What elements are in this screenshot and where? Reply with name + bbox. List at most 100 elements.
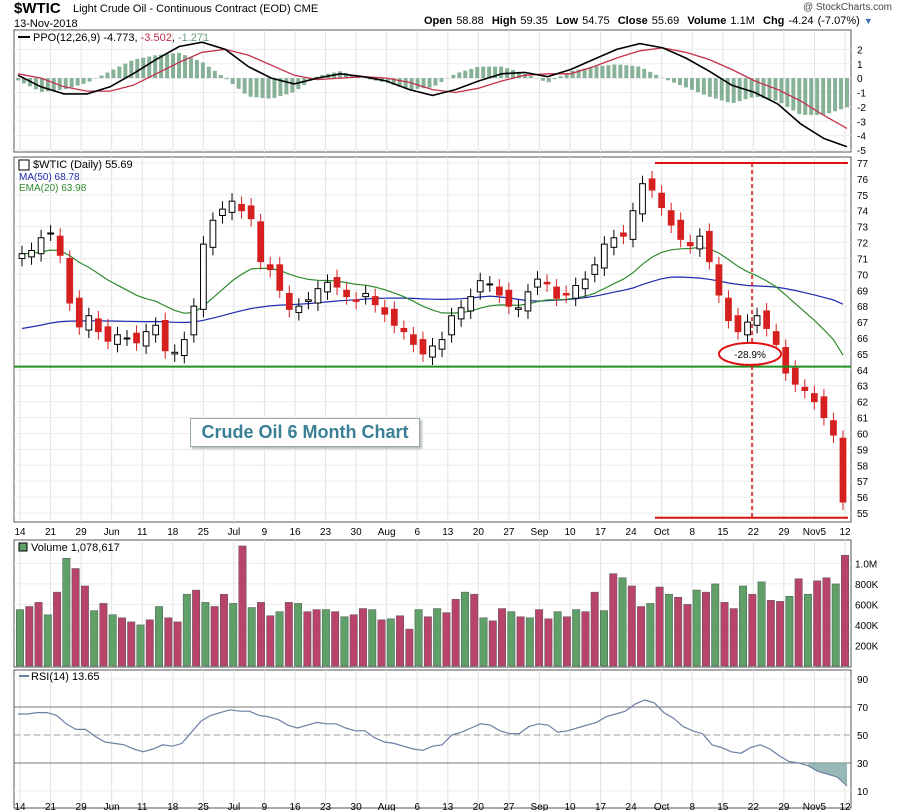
panel-rsi bbox=[13, 669, 852, 809]
ppo-y-tick: -5 bbox=[857, 146, 866, 157]
ppo-histogram-bar bbox=[845, 78, 849, 108]
x-tick-label-bottom: 14 bbox=[14, 802, 26, 811]
ppo-signal-line bbox=[17, 47, 848, 129]
ppo-histogram-bar bbox=[224, 78, 229, 80]
volume-bar bbox=[219, 593, 228, 667]
ppo-histogram-bar bbox=[135, 58, 140, 79]
ppo-histogram-bar bbox=[785, 78, 790, 107]
volume-bar bbox=[414, 609, 423, 667]
x-tick-label: 30 bbox=[351, 527, 363, 538]
volume-bar bbox=[479, 617, 488, 667]
volume-bar bbox=[247, 607, 256, 667]
x-tick-label: 13 bbox=[442, 527, 454, 538]
ppo-histogram-bar bbox=[69, 78, 74, 88]
x-tick-label-bottom: 25 bbox=[198, 802, 210, 811]
candle-body bbox=[639, 183, 646, 215]
price-y-tick: 55 bbox=[857, 509, 869, 520]
ppo-y-tick: -2 bbox=[857, 103, 866, 114]
x-tick-label: Aug bbox=[378, 527, 396, 538]
candle-body bbox=[28, 250, 35, 258]
ppo-histogram-bar bbox=[57, 78, 62, 91]
volume-bar bbox=[340, 616, 349, 667]
volume-bar bbox=[173, 621, 182, 667]
ppo-histogram-bar bbox=[284, 78, 289, 95]
ppo-histogram-bar bbox=[755, 78, 760, 98]
volume-bar bbox=[349, 614, 358, 667]
ppo-histogram-bar bbox=[666, 78, 671, 81]
ppo-y-tick: 2 bbox=[857, 45, 863, 56]
price-y-tick: 63 bbox=[857, 382, 869, 393]
x-tick-label: Oct bbox=[654, 527, 670, 538]
x-tick-label: 23 bbox=[320, 527, 332, 538]
x-tick-label: 29 bbox=[76, 527, 88, 538]
chg-dropdown-icon[interactable]: ▼ bbox=[863, 16, 873, 26]
ppo-histogram-bar bbox=[212, 70, 217, 79]
ppo-histogram-bar bbox=[391, 78, 396, 85]
volume-bar bbox=[359, 608, 367, 667]
ppo-histogram-bar bbox=[63, 78, 68, 90]
x-tick-label: 16 bbox=[289, 527, 301, 538]
candle-body bbox=[410, 334, 417, 345]
candle-body bbox=[37, 237, 45, 255]
ppo-histogram-bar bbox=[421, 78, 426, 89]
candle-body bbox=[47, 232, 55, 235]
volume-bar bbox=[766, 600, 775, 667]
volume-bar bbox=[192, 589, 201, 667]
ppo-histogram-bar bbox=[433, 78, 438, 86]
volume-bar bbox=[405, 628, 414, 667]
ppo-histogram-bar bbox=[600, 65, 605, 79]
x-tick-label-bottom: 18 bbox=[167, 802, 179, 811]
volume-bar bbox=[683, 604, 692, 667]
candle-body bbox=[257, 221, 265, 263]
ppo-histogram-bar bbox=[278, 78, 283, 97]
x-tick-label-bottom: 8 bbox=[689, 802, 695, 811]
ppo-histogram-bar bbox=[260, 78, 265, 98]
volume-bar bbox=[776, 601, 785, 667]
ppo-histogram-bar bbox=[540, 78, 545, 81]
x-tick-label: 21 bbox=[45, 527, 57, 538]
volume-bar bbox=[321, 609, 330, 667]
candle-body bbox=[476, 280, 484, 293]
candle-body bbox=[667, 210, 675, 226]
price-y-tick: 64 bbox=[857, 366, 869, 377]
candle-body bbox=[314, 288, 322, 304]
candle-body bbox=[505, 289, 513, 307]
x-tick-label-bottom: 27 bbox=[503, 802, 515, 811]
x-tick-label-bottom: 21 bbox=[45, 802, 57, 811]
candle-body bbox=[390, 308, 398, 326]
volume-legend: Volume 1,078,617 bbox=[31, 542, 120, 554]
price-y-tick: 67 bbox=[857, 318, 869, 329]
candle-body bbox=[772, 331, 780, 345]
volume-bar bbox=[739, 585, 747, 667]
volume-bar bbox=[794, 578, 803, 667]
ppo-histogram-bar bbox=[707, 78, 712, 97]
volume-bar bbox=[155, 606, 164, 667]
ppo-histogram-bar bbox=[719, 78, 724, 101]
ppo-histogram-bar bbox=[51, 78, 56, 91]
x-tick-label-bottom: 9 bbox=[262, 802, 268, 811]
x-tick-label: 8 bbox=[689, 527, 695, 538]
price-y-tick: 70 bbox=[857, 270, 869, 281]
ppo-histogram-bar bbox=[528, 76, 533, 79]
candle-body bbox=[180, 339, 188, 357]
x-tick-label: Jun bbox=[104, 527, 120, 538]
chart-date: 13-Nov-2018 bbox=[14, 18, 78, 30]
ppo-histogram-bar bbox=[815, 78, 820, 115]
candle-body bbox=[830, 420, 837, 436]
ppo-histogram-bar bbox=[499, 66, 504, 79]
ppo-histogram-bar bbox=[439, 78, 444, 82]
ppo-histogram-bar bbox=[713, 78, 718, 99]
candle-body bbox=[543, 281, 551, 285]
volume-bar bbox=[720, 602, 729, 667]
price-y-tick: 61 bbox=[857, 414, 869, 425]
ppo-histogram-bar bbox=[27, 78, 32, 87]
volume-bar bbox=[396, 615, 405, 667]
chg-value: -4.24 (-7.07%) bbox=[788, 15, 860, 27]
ppo-histogram-bar bbox=[582, 68, 587, 79]
price-y-tick: 56 bbox=[857, 493, 869, 504]
x-tick-label-bottom: 10 bbox=[564, 802, 576, 811]
candle-body bbox=[486, 283, 494, 286]
ppo-histogram-bar bbox=[117, 66, 122, 79]
ppo-y-tick: -1 bbox=[857, 89, 866, 100]
ppo-histogram-bar bbox=[200, 62, 205, 79]
